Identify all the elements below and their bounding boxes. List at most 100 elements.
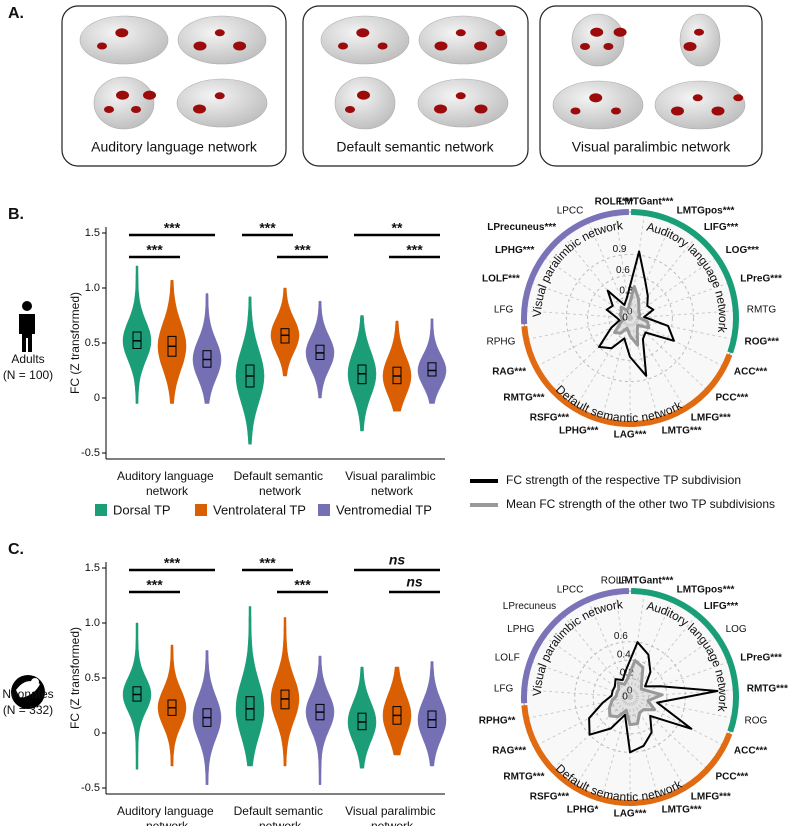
region-label: LPHG: [507, 624, 534, 635]
violin: [270, 287, 300, 377]
activation: [590, 27, 604, 37]
legend-label: Dorsal TP: [113, 502, 171, 517]
activation: [214, 29, 225, 37]
activation: [694, 28, 704, 36]
radial-grid: [611, 678, 649, 716]
region-label: LFG: [494, 305, 514, 316]
y-tick-label: 1.5: [85, 562, 100, 574]
region-label: RPHG: [487, 336, 516, 347]
group-label: Neonates: [2, 687, 53, 701]
region-label: ACC***: [734, 745, 767, 756]
y-axis-title: FC (Z transformed): [68, 627, 82, 729]
violin: [305, 300, 335, 399]
violin: [382, 666, 412, 756]
region-label: LMTG***: [662, 425, 702, 436]
neonate-icon: [11, 675, 45, 709]
region-label: LIFG***: [704, 601, 739, 612]
region-label: LOG: [726, 624, 747, 635]
radial-tick-label: 0.3: [619, 286, 633, 297]
group-label: Adults: [11, 352, 44, 366]
violin: [192, 293, 222, 404]
brain: [552, 80, 644, 130]
violin: [122, 265, 152, 404]
region-label: LPCC: [557, 205, 584, 216]
region-label: ROLF: [601, 576, 628, 587]
network-arc: [631, 588, 739, 733]
region-label: RMTG: [747, 305, 777, 316]
legend-label: Ventromedial TP: [336, 502, 432, 517]
region-label: LMFG***: [691, 792, 731, 803]
significance-label: ***: [164, 555, 181, 571]
significance-label: ns: [406, 574, 423, 590]
violin: [235, 296, 265, 445]
violin: [270, 617, 300, 767]
region-label: RAG***: [492, 366, 526, 377]
activation: [692, 94, 703, 102]
legend-label: Mean FC strength of the other two TP sub…: [506, 497, 775, 511]
activation: [356, 28, 370, 38]
region-label: PCC***: [716, 771, 749, 782]
legend-swatch: [195, 504, 207, 516]
activation: [603, 43, 614, 50]
region-label: LPreG***: [740, 652, 782, 663]
significance-label: ***: [406, 242, 423, 258]
brain: [334, 76, 396, 130]
network-label: Auditory language network: [91, 139, 258, 155]
activation: [357, 90, 370, 100]
activation: [434, 104, 447, 114]
activation: [193, 104, 206, 114]
radial-tick-label: 0.6: [616, 265, 630, 276]
y-axis-title: FC (Z transformed): [68, 292, 82, 394]
region-label: RSFG***: [530, 413, 570, 424]
y-tick-label: 0: [94, 727, 100, 739]
radar-line: [613, 285, 651, 347]
legend-label: Ventrolateral TP: [213, 502, 306, 517]
brain: [679, 13, 721, 67]
violin: [305, 655, 335, 785]
panel-label: A.: [8, 5, 24, 22]
network-box: [539, 5, 763, 167]
network-label: Visual paralimbic network: [572, 139, 731, 155]
region-label: LPCC: [557, 584, 584, 595]
radar-line: [598, 250, 675, 377]
y-tick-label: 0.5: [85, 672, 100, 684]
network-arc: [521, 209, 629, 325]
x-tick-label: Visual paralimbic network: [345, 804, 439, 826]
network-arc: [631, 209, 739, 354]
activation: [611, 107, 621, 115]
violin: [382, 320, 412, 412]
brain: [177, 15, 267, 65]
network-box: [61, 5, 287, 167]
activation: [711, 106, 725, 116]
violin: [417, 318, 447, 404]
activation: [683, 41, 697, 52]
network-arc: [521, 588, 629, 704]
violin: [347, 666, 377, 769]
brain: [654, 80, 746, 130]
region-label: LPHG*: [567, 804, 599, 815]
radar-line: [608, 659, 664, 727]
y-tick-label: -0.5: [81, 447, 100, 459]
violin: [235, 606, 265, 767]
radar-center: 0: [622, 692, 628, 703]
region-label: LPreG***: [740, 273, 782, 284]
x-tick-label: Auditory language network: [117, 804, 217, 826]
region-label: LMTG***: [662, 804, 702, 815]
activation: [115, 28, 129, 38]
x-tick-label: Default semantic network: [234, 804, 327, 826]
brain: [93, 76, 155, 130]
network-arc: [521, 705, 733, 806]
activation: [434, 41, 448, 51]
region-label: LAG***: [614, 809, 647, 820]
x-tick-label: Visual paralimbic network: [345, 469, 439, 498]
activation: [143, 90, 156, 100]
brain: [79, 15, 169, 65]
significance-label: ***: [146, 242, 163, 258]
activation: [233, 41, 247, 51]
significance-label: ns: [389, 552, 406, 568]
radial-grid: [565, 253, 695, 383]
radial-tick-label: 0: [627, 307, 633, 318]
y-tick-label: 0: [94, 392, 100, 404]
region-label: LPHG***: [559, 425, 599, 436]
